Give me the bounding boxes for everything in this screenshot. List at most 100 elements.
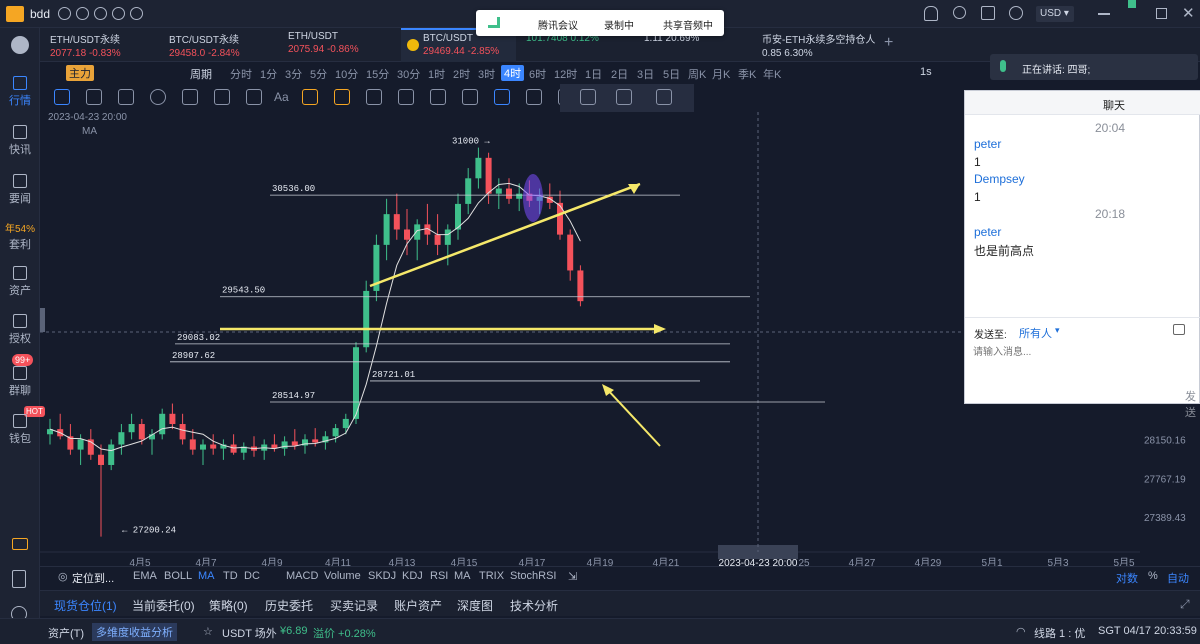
period-item[interactable]: 15分 <box>366 69 390 81</box>
tab-account-assets[interactable]: 账户资产 <box>394 599 443 613</box>
magnet-tool-icon[interactable] <box>302 89 318 105</box>
period-item[interactable]: 年K <box>763 69 782 81</box>
lock-tool-icon[interactable] <box>462 89 478 105</box>
send-to-select[interactable]: 所有人 <box>1019 328 1052 340</box>
close-icon[interactable]: ✕ <box>1182 5 1195 22</box>
connection-line[interactable]: 线路 1 : 优 <box>1034 628 1086 640</box>
period-item[interactable]: 30分 <box>397 69 421 81</box>
indicator-item[interactable]: DC <box>244 570 260 582</box>
tab-technical-analysis[interactable]: 技术分析 <box>510 599 559 613</box>
auto-scale-toggle[interactable]: 自动 <box>1167 573 1189 585</box>
search-icon[interactable] <box>953 6 966 19</box>
maximize-icon[interactable] <box>1156 8 1167 19</box>
magnet-strong-tool-icon[interactable] <box>334 89 350 105</box>
period-item[interactable]: 周K <box>688 69 707 81</box>
tab-symbol[interactable]: ETH/USDT永续 2077.18 -0.83% <box>44 28 159 62</box>
period-item-active[interactable]: 4时 <box>501 65 525 81</box>
star-icon[interactable]: ☆ <box>203 626 213 638</box>
period-item[interactable]: 5分 <box>310 69 328 81</box>
line-tool-icon[interactable] <box>86 89 102 105</box>
bars-tool-icon[interactable] <box>430 89 446 105</box>
ma-label[interactable]: MA <box>82 126 97 137</box>
period-item[interactable]: 12时 <box>554 69 578 81</box>
tab-symbol-active[interactable]: BTC/USDT 29469.44 -2.85% <box>401 28 516 62</box>
period-item[interactable]: 1分 <box>260 69 278 81</box>
candlestick-chart[interactable]: 4月5 4月7 4月9 4月11 4月13 4月15 4月17 4月19 4月21 2023-04… <box>40 112 1200 570</box>
period-item[interactable]: 10分 <box>335 69 359 81</box>
sidebar-item-arbitrage[interactable]: 套利 <box>0 236 40 252</box>
indicator-item[interactable]: BOLL <box>164 570 193 582</box>
indicator-item[interactable]: MACD <box>286 570 319 582</box>
analysis-button[interactable]: 多维度收益分析 <box>92 623 177 641</box>
indicator-item[interactable]: MA <box>454 570 471 582</box>
user-icon[interactable] <box>1009 6 1023 20</box>
period-item[interactable]: 3分 <box>285 69 303 81</box>
tab-depth-chart[interactable]: 深度图 <box>457 599 494 613</box>
period-item[interactable]: 5日 <box>663 69 681 81</box>
tab-spot-position[interactable]: 现货仓位(1) <box>54 599 117 613</box>
recording-label[interactable]: 录制中 <box>604 21 634 32</box>
edit-indicator-icon[interactable]: ⇲ <box>568 571 578 583</box>
measure-tool-icon[interactable] <box>246 89 262 105</box>
period-item[interactable]: 分时 <box>230 69 252 81</box>
locate-button[interactable]: 定位到... <box>72 573 115 585</box>
period-item[interactable]: 月K <box>712 69 731 81</box>
phone-icon[interactable] <box>12 570 26 588</box>
brush-tool-icon[interactable] <box>398 89 414 105</box>
indicator-item[interactable]: TD <box>223 570 238 582</box>
shirt-icon[interactable] <box>981 6 995 20</box>
link-icon[interactable] <box>130 7 143 20</box>
chart-svg[interactable]: 4月5 4月7 4月9 4月11 4月13 4月15 4月17 4月19 4月21 2023-04… <box>40 112 1200 570</box>
asset-label[interactable]: 资产(T) <box>48 628 85 640</box>
sidebar-item-auth[interactable]: 授权 <box>0 314 40 346</box>
sidebar-item-news[interactable]: 要闻 <box>0 174 40 206</box>
circle-tool-icon[interactable] <box>150 89 166 105</box>
period-item[interactable]: 1时 <box>428 69 446 81</box>
period-item[interactable]: 季K <box>738 69 757 81</box>
period-item[interactable]: 6时 <box>529 69 547 81</box>
pen-tool-icon[interactable] <box>118 89 134 105</box>
tab-strategy[interactable]: 策略(0) <box>209 599 248 613</box>
eye-tool-icon[interactable] <box>526 89 542 105</box>
percent-scale-toggle[interactable]: % <box>1148 570 1158 582</box>
tab-symbol[interactable]: 币安-ETH永续多空持仓人 0.85 6.30% <box>756 28 886 62</box>
tab-trade-records[interactable]: 买卖记录 <box>330 599 379 613</box>
pattern-tool-icon[interactable] <box>214 89 230 105</box>
tab-symbol[interactable]: ETH/USDT 2075.94 -0.86% <box>282 28 397 62</box>
sidebar-item-wallet[interactable]: 钱包 <box>0 414 40 446</box>
vip-icon[interactable] <box>12 538 28 550</box>
parallel-line-icon[interactable] <box>616 89 632 105</box>
tab-open-orders[interactable]: 当前委托(0) <box>132 599 195 613</box>
sidebar-item-flash[interactable]: 快讯 <box>0 125 40 157</box>
tab-symbol[interactable]: 1.11 20.69% <box>638 28 753 62</box>
main-badge[interactable]: 主力 <box>66 65 94 81</box>
minimize-icon[interactable] <box>1098 13 1110 15</box>
indicator-item-active[interactable]: MA <box>198 570 215 582</box>
indicator-item[interactable]: RSI <box>430 570 449 582</box>
fib-tool-icon[interactable] <box>182 89 198 105</box>
tab-symbol[interactable]: 101.7408 0.12% <box>520 28 635 62</box>
interval-label[interactable]: 1s <box>920 66 932 78</box>
text-tool-icon[interactable]: Aa <box>274 90 289 104</box>
sidebar-item-market[interactable]: 行情 <box>0 76 40 108</box>
ruler-tool-icon[interactable] <box>366 89 382 105</box>
bell-icon[interactable] <box>924 6 938 21</box>
add-tab-button[interactable]: + <box>884 34 894 51</box>
period-item[interactable]: 2时 <box>453 69 471 81</box>
tab-symbol[interactable]: BTC/USDT永续 29458.0 -2.84% <box>163 28 278 62</box>
period-item[interactable]: 1日 <box>585 69 603 81</box>
period-item[interactable]: 3日 <box>637 69 655 81</box>
menu-icon[interactable] <box>656 89 672 105</box>
location-icon[interactable]: ◎ <box>58 571 68 583</box>
pin-icon[interactable] <box>1128 0 1136 8</box>
share-icon[interactable] <box>76 7 89 20</box>
period-label[interactable]: 周期 <box>190 69 212 81</box>
indicator-item[interactable]: Volume <box>324 570 361 582</box>
indicator-item[interactable]: StochRSI <box>510 570 557 582</box>
wechat-icon[interactable] <box>94 7 107 20</box>
currency-select[interactable]: USD ▾ <box>1036 6 1074 22</box>
period-item[interactable]: 3时 <box>478 69 496 81</box>
expand-icon[interactable]: ⤢ <box>1180 597 1190 611</box>
indicator-item[interactable]: SKDJ <box>368 570 397 582</box>
log-scale-toggle[interactable]: 对数 <box>1116 573 1138 585</box>
